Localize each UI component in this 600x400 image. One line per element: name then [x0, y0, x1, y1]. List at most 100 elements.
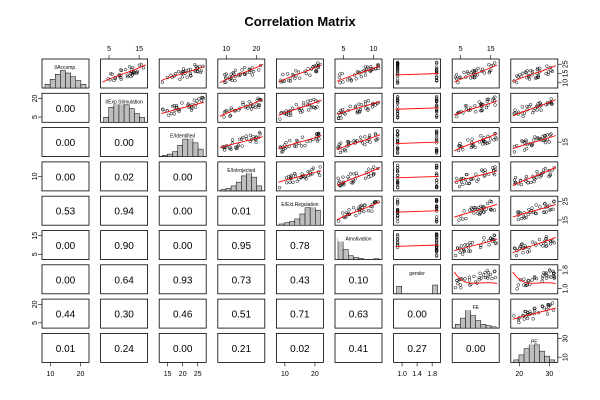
scatter-point: [300, 135, 305, 139]
scatter-point: [518, 278, 523, 282]
scatter-point: [492, 173, 497, 177]
panel-8-7: 0.00: [451, 332, 500, 363]
scatter-point: [552, 271, 556, 276]
panel-5-6: [393, 230, 442, 260]
histogram-bar: [139, 117, 145, 123]
scatter-point: [119, 68, 124, 73]
panel-frame: [451, 161, 500, 192]
scatter-point: [486, 276, 490, 280]
scatter-point: [280, 150, 284, 154]
scatter-point: [313, 106, 318, 110]
panel-4-6: [393, 195, 442, 226]
panel-1-5: [334, 92, 383, 123]
panel-6-4: 0.43: [275, 264, 324, 295]
scatter-point: [281, 147, 286, 152]
panel-3-4: [275, 161, 324, 192]
scatter-point: [395, 214, 400, 218]
panel-frame: [158, 161, 207, 192]
panel-4-2: 0.00: [158, 195, 207, 226]
scatter-point: [454, 77, 459, 81]
correlation-value: 0.90: [114, 241, 134, 252]
scatter-point: [284, 140, 288, 145]
scatter-point: [228, 114, 232, 118]
panel-frame: [158, 230, 207, 260]
scatter-point: [434, 65, 439, 69]
scatter-point: [306, 108, 311, 112]
scatter-point: [462, 248, 466, 253]
panel-frame: [393, 230, 442, 260]
scatter-point: [485, 201, 490, 206]
scatter-point: [541, 274, 545, 278]
panel-frame: [334, 92, 383, 123]
panel-frame: [451, 230, 500, 260]
smoother-line: [219, 63, 264, 84]
scatter-point: [465, 172, 469, 177]
scatter-point: [125, 73, 130, 77]
scatter-point: [493, 95, 497, 99]
scatter-point: [457, 218, 461, 222]
histogram-bar: [470, 315, 476, 329]
panel-frame: [393, 298, 442, 329]
scatter-point: [525, 104, 529, 109]
scatter-point: [472, 76, 477, 80]
scatter-point: [295, 138, 299, 142]
scatter-point: [465, 243, 469, 247]
panel-7-1: 0.30: [100, 298, 148, 329]
scatter-point: [454, 73, 459, 77]
scatter-point: [479, 276, 483, 280]
scatter-point: [552, 166, 556, 170]
scatter-point: [434, 184, 439, 188]
scatter-point: [477, 100, 481, 104]
scatter-point: [530, 240, 535, 244]
variable-name: E/Identified: [170, 134, 195, 140]
correlation-value: 0.00: [173, 207, 193, 218]
scatter-point: [366, 107, 370, 111]
scatter-point: [467, 278, 472, 282]
scatter-point: [494, 137, 498, 141]
correlation-value: 0.27: [407, 344, 427, 355]
scatter-point: [468, 241, 472, 245]
scatter-point: [434, 198, 439, 202]
scatter-point: [352, 172, 356, 176]
tick-label: 15: [487, 46, 495, 53]
scatter-point: [130, 65, 135, 70]
tick-label: 10: [32, 172, 39, 180]
scatter-point: [547, 274, 551, 279]
scatter-point: [458, 144, 462, 148]
tick-label: 10: [370, 46, 378, 53]
variable-name: I/Accomp.: [54, 65, 76, 71]
scatter-point: [520, 242, 524, 246]
tick-label: 5: [459, 46, 463, 53]
panel-frame: [451, 58, 500, 89]
scatter-point: [316, 132, 320, 137]
scatter-point: [395, 232, 400, 237]
smoother-line: [336, 167, 381, 186]
variable-label-bg: [279, 200, 321, 208]
histogram-bar: [235, 181, 242, 192]
scatter-point: [123, 67, 128, 72]
histogram-bar: [454, 324, 461, 329]
scatter-point: [533, 211, 538, 215]
panel-7-2: 0.46: [158, 298, 207, 329]
scatter-point: [289, 113, 293, 117]
panel-1-6: [393, 92, 442, 123]
scatter-point: [285, 181, 289, 185]
panel-6-2: 0.93: [158, 264, 207, 295]
scatter-point: [294, 69, 298, 73]
scatter-point: [522, 141, 526, 145]
panel-0-8: [510, 58, 559, 89]
variable-name: FE: [473, 305, 480, 311]
scatter-point: [525, 147, 529, 151]
scatter-point: [278, 117, 282, 121]
variable-label-bg: [162, 131, 204, 139]
scatter-point: [453, 285, 458, 290]
scatter-point: [547, 140, 551, 144]
tick-label: 5: [32, 252, 39, 256]
tick-label: 25: [563, 60, 570, 68]
scatter-point: [434, 148, 439, 152]
histogram-bar: [299, 213, 306, 226]
scatter-point: [139, 62, 143, 67]
scatter-point: [494, 241, 498, 245]
scatter-point: [312, 64, 317, 68]
scatter-point: [288, 180, 292, 184]
